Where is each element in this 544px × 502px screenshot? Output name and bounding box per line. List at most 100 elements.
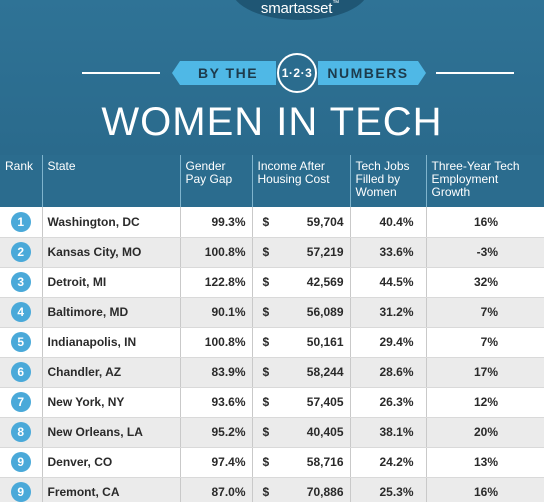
col-income: Income After Housing Cost [251, 155, 350, 207]
state-cell: New Orleans, LA [41, 417, 180, 448]
rank-badge: 6 [10, 362, 31, 382]
state-cell: Fremont, CA [41, 477, 180, 502]
income-value: 56,089 [306, 305, 344, 319]
pay-gap-cell: 99.3% [179, 207, 252, 238]
tech-jobs-cell: 44.5% [349, 267, 426, 298]
state-cell: New York, NY [41, 387, 180, 418]
rank-badge: 9 [10, 452, 31, 472]
ribbon-line-right [436, 72, 514, 74]
state-cell: Denver, CO [41, 447, 180, 478]
tech-jobs-cell: 40.4% [349, 207, 426, 238]
currency-symbol: $ [262, 455, 270, 469]
growth-cell: 16% [425, 207, 544, 238]
state-cell: Detroit, MI [41, 267, 180, 298]
table-row: 7 New York, NY 93.6% $57,405 26.3% 12% [0, 387, 544, 418]
pay-gap-cell: 122.8% [179, 267, 252, 298]
state-cell: Indianapolis, IN [41, 327, 180, 358]
tech-jobs-cell: 25.3% [349, 477, 426, 502]
growth-cell: 13% [425, 447, 544, 478]
income-cell: $42,569 [251, 267, 350, 298]
tech-jobs-cell: 28.6% [349, 357, 426, 388]
currency-symbol: $ [262, 245, 270, 259]
currency-symbol: $ [262, 395, 270, 409]
col-tech-jobs: Tech Jobs Filled by Women [349, 155, 426, 207]
state-cell: Kansas City, MO [41, 237, 180, 268]
table-header-row: Rank State Gender Pay Gap Income After H… [0, 155, 544, 207]
income-cell: $40,405 [251, 417, 350, 448]
rank-cell: 3 [0, 267, 42, 298]
income-cell: $50,161 [251, 327, 350, 358]
table-row: 8 New Orleans, LA 95.2% $40,405 38.1% 20% [0, 417, 544, 448]
page-title: WOMEN IN TECH [101, 100, 443, 144]
table-row: 9 Fremont, CA 87.0% $70,886 25.3% 16% [0, 477, 544, 502]
rank-badge: 4 [10, 302, 31, 322]
ribbon-by-the: BY THE [172, 61, 276, 85]
table-row: 2 Kansas City, MO 100.8% $57,219 33.6% -3% [0, 237, 544, 268]
growth-cell: 17% [425, 357, 544, 388]
table-row: 4 Baltimore, MD 90.1% $56,089 31.2% 7% [0, 297, 544, 328]
rank-badge: 8 [10, 422, 31, 442]
rank-cell: 8 [0, 417, 42, 448]
currency-symbol: $ [262, 365, 270, 379]
growth-cell: 7% [425, 297, 544, 328]
income-value: 40,405 [306, 425, 344, 439]
income-cell: $56,089 [251, 297, 350, 328]
state-cell: Chandler, AZ [41, 357, 180, 388]
currency-symbol: $ [262, 214, 270, 229]
pay-gap-cell: 100.8% [179, 327, 252, 358]
tech-jobs-cell: 33.6% [349, 237, 426, 268]
pay-gap-cell: 100.8% [179, 237, 252, 268]
col-growth: Three-Year Tech Employment Growth [425, 155, 544, 207]
growth-cell: 7% [425, 327, 544, 358]
ranking-table: Rank State Gender Pay Gap Income After H… [0, 155, 544, 502]
pay-gap-cell: 97.4% [179, 447, 252, 478]
growth-cell: 12% [425, 387, 544, 418]
pay-gap-cell: 83.9% [179, 357, 252, 388]
table-row: 6 Chandler, AZ 83.9% $58,244 28.6% 17% [0, 357, 544, 388]
currency-symbol: $ [262, 335, 270, 349]
table-row: 1 Washington, DC 99.3% $59,704 40.4% 16% [0, 207, 544, 238]
rank-badge: 3 [10, 272, 31, 292]
table-row: 5 Indianapolis, IN 100.8% $50,161 29.4% 7% [0, 327, 544, 358]
table-row: 9 Denver, CO 97.4% $58,716 24.2% 13% [0, 447, 544, 478]
rank-badge: 5 [10, 332, 31, 352]
rank-badge: 1 [10, 211, 31, 232]
table-row: 3 Detroit, MI 122.8% $42,569 44.5% 32% [0, 267, 544, 298]
state-cell: Baltimore, MD [41, 297, 180, 328]
growth-cell: 20% [425, 417, 544, 448]
rank-badge: 2 [10, 242, 31, 262]
rank-cell: 5 [0, 327, 42, 358]
rank-badge: 7 [10, 392, 31, 412]
income-cell: $58,716 [251, 447, 350, 478]
income-value: 57,219 [306, 245, 344, 259]
growth-cell: 32% [425, 267, 544, 298]
income-value: 70,886 [306, 485, 344, 499]
tech-jobs-cell: 26.3% [349, 387, 426, 418]
currency-symbol: $ [262, 485, 270, 499]
income-value: 58,244 [306, 365, 344, 379]
logo-text: smartasset [260, 0, 333, 17]
rank-cell: 2 [0, 237, 42, 268]
income-cell: $59,704 [251, 207, 350, 238]
income-value: 59,704 [306, 214, 344, 229]
growth-cell: -3% [425, 237, 544, 268]
income-cell: $70,886 [251, 477, 350, 502]
rank-cell: 9 [0, 447, 42, 478]
growth-cell: 16% [425, 477, 544, 502]
tech-jobs-cell: 31.2% [349, 297, 426, 328]
currency-symbol: $ [262, 305, 270, 319]
logo-tab: smartasset™ [232, 0, 368, 20]
income-value: 57,405 [306, 395, 344, 409]
rank-cell: 9 [0, 477, 42, 502]
pay-gap-cell: 93.6% [179, 387, 252, 418]
pay-gap-cell: 87.0% [179, 477, 252, 502]
income-cell: $57,219 [251, 237, 350, 268]
col-rank: Rank [0, 155, 42, 207]
tech-jobs-cell: 38.1% [349, 417, 426, 448]
currency-symbol: $ [262, 425, 270, 439]
income-cell: $57,405 [251, 387, 350, 418]
income-value: 58,716 [306, 455, 344, 469]
rank-cell: 6 [0, 357, 42, 388]
smartasset-logo: smartasset™ [232, 0, 368, 17]
tech-jobs-cell: 24.2% [349, 447, 426, 478]
